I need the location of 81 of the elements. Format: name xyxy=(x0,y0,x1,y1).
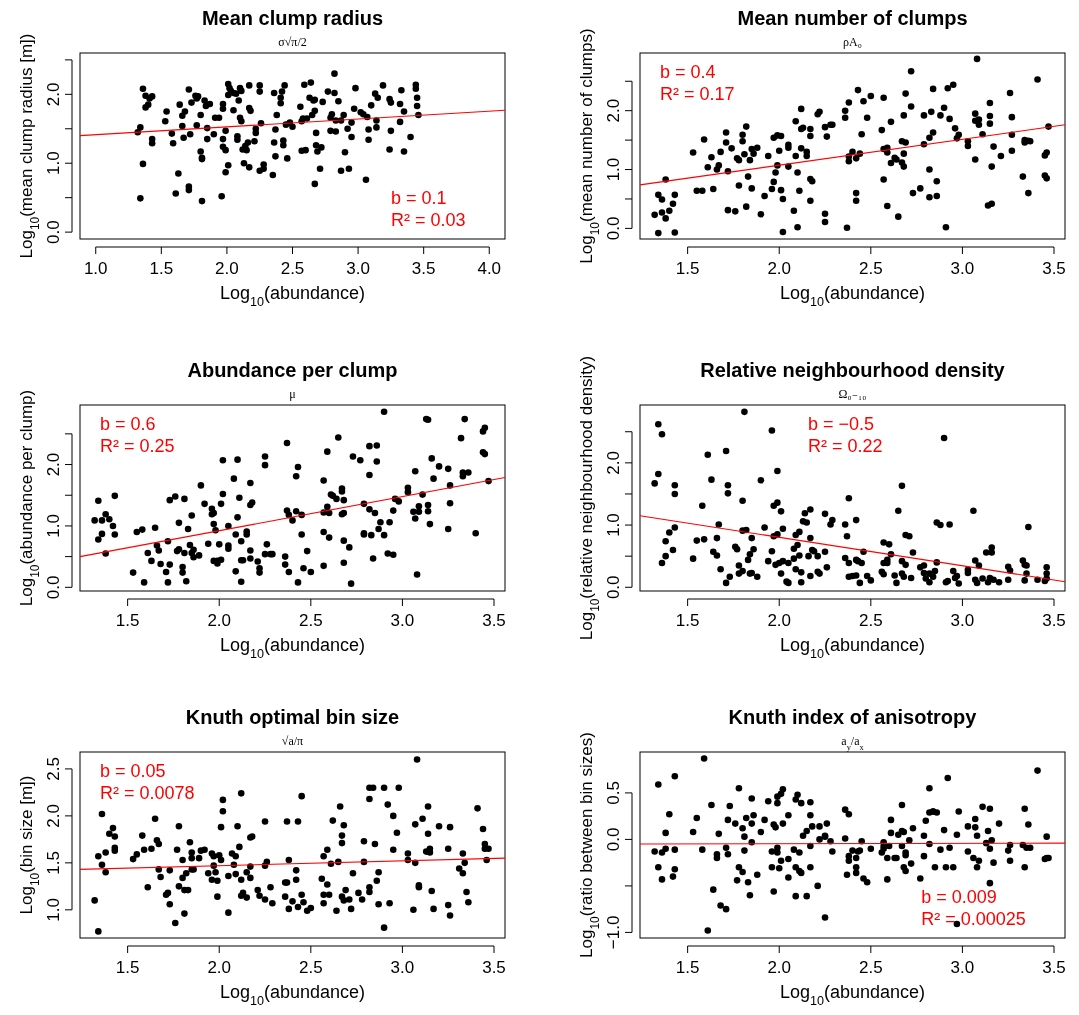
annotation: b = 0.009 xyxy=(921,887,997,907)
x-tick-label: 1.5 xyxy=(675,611,700,630)
x-axis-title: Log$_{10}$(abundance) xyxy=(779,982,926,1008)
x-tick-label: 2.5 xyxy=(280,259,305,278)
y-tick-label: 1.0 xyxy=(44,898,63,922)
x-axis-title: Log$_{10}$(abundance) xyxy=(219,635,366,661)
annotation: R² = 0.03 xyxy=(390,210,466,230)
x-tick-label: 2.5 xyxy=(299,958,323,977)
x-tick-label: 1.5 xyxy=(115,611,140,630)
x-tick-label: 2.0 xyxy=(767,958,792,977)
y-tick-label: −1.0 xyxy=(604,915,623,950)
x-tick-label: 1.5 xyxy=(675,958,700,977)
x-tick-label: 2.5 xyxy=(299,611,323,630)
annotation: R² = 0.22 xyxy=(807,436,883,456)
y-tick-label: 1.0 xyxy=(604,513,623,537)
x-tick-label: 1.5 xyxy=(115,958,140,977)
x-axis-title: Log$_{10}$(abundance) xyxy=(779,635,926,661)
y-tick-label: 0.0 xyxy=(44,220,63,244)
y-tick-label: 1.0 xyxy=(604,157,623,182)
x-tick-label: 3.5 xyxy=(411,259,436,278)
y-tick-label: 1.5 xyxy=(44,851,63,875)
x-tick-label: 3.0 xyxy=(950,958,975,977)
annotation: b = 0.6 xyxy=(100,414,156,434)
x-tick-label: 3.0 xyxy=(346,259,370,278)
x-tick-label: 3.0 xyxy=(950,259,975,278)
x-tick-label: 2.0 xyxy=(767,259,792,278)
x-tick-label: 4.0 xyxy=(477,259,502,278)
y-tick-label: 2.0 xyxy=(604,98,623,123)
annotation: R² = 0.17 xyxy=(660,84,735,104)
x-tick-label: 3.5 xyxy=(482,611,506,630)
x-tick-label: 3.0 xyxy=(950,611,975,630)
chart-title: Relative neighbourhood density xyxy=(700,359,1006,381)
chart-subtitle: √a/π xyxy=(281,734,304,748)
y-tick-label: 2.0 xyxy=(44,82,63,107)
y-tick-label: 2.0 xyxy=(604,451,623,475)
chart-subtitle: a$_{y}$/a$_{x}$ xyxy=(841,734,865,752)
chart-subtitle: σ√π/2 xyxy=(278,35,307,49)
x-tick-label: 3.0 xyxy=(390,611,415,630)
x-tick-label: 3.5 xyxy=(482,958,506,977)
y-tick-label: 2.5 xyxy=(44,757,63,781)
chart-title: Mean clump radius xyxy=(201,7,384,29)
x-tick-label: 2.5 xyxy=(859,958,883,977)
annotation: b = −0.5 xyxy=(807,414,875,434)
x-tick-label: 3.5 xyxy=(1042,958,1066,977)
chart-title: Knuth optimal bin size xyxy=(185,706,400,728)
chart-title: Knuth index of anisotropy xyxy=(728,706,978,728)
annotation: b = 0.4 xyxy=(660,62,716,82)
x-tick-label: 2.5 xyxy=(859,611,883,630)
y-tick-label: 1.0 xyxy=(44,151,63,176)
x-axis-title: Log$_{10}$(abundance) xyxy=(219,283,366,309)
annotation: R² = 0.00025 xyxy=(921,909,1026,929)
annotation: b = 0.1 xyxy=(390,188,447,208)
y-tick-label: 2.0 xyxy=(44,804,63,828)
y-tick-label: 2.0 xyxy=(44,452,63,477)
y-tick-label: 0.5 xyxy=(604,781,623,805)
y-tick-label: 0.0 xyxy=(604,575,623,600)
y-tick-label: 0.0 xyxy=(44,575,63,600)
annotation: b = 0.05 xyxy=(100,761,166,781)
x-tick-label: 2.5 xyxy=(859,259,883,278)
annotation: R² = 0.0078 xyxy=(100,783,195,803)
x-axis-title: Log$_{10}$(abundance) xyxy=(219,982,366,1008)
x-tick-label: 2.0 xyxy=(767,611,792,630)
x-tick-label: 3.5 xyxy=(1042,259,1066,278)
y-tick-label: 0.0 xyxy=(604,827,623,852)
x-tick-label: 3.5 xyxy=(1042,611,1066,630)
y-tick-label: 0.0 xyxy=(604,216,623,241)
x-tick-label: 3.0 xyxy=(390,958,415,977)
chart-subtitle: ρA₀ xyxy=(843,35,862,49)
annotation: R² = 0.25 xyxy=(100,436,175,456)
chart-subtitle: μ xyxy=(289,387,296,401)
x-tick-label: 2.0 xyxy=(207,958,232,977)
x-tick-label: 2.0 xyxy=(215,259,239,278)
x-tick-label: 1.5 xyxy=(675,259,700,278)
chart-subtitle: Ω₀₋₁₀ xyxy=(838,387,867,401)
chart-title: Mean number of clumps xyxy=(737,7,968,29)
x-tick-label: 1.5 xyxy=(149,259,174,278)
chart-title: Abundance per clump xyxy=(187,359,398,381)
x-tick-label: 2.0 xyxy=(207,611,232,630)
x-axis-title: Log$_{10}$(abundance) xyxy=(779,283,926,309)
x-tick-label: 1.0 xyxy=(83,259,108,278)
y-tick-label: 1.0 xyxy=(44,514,63,538)
